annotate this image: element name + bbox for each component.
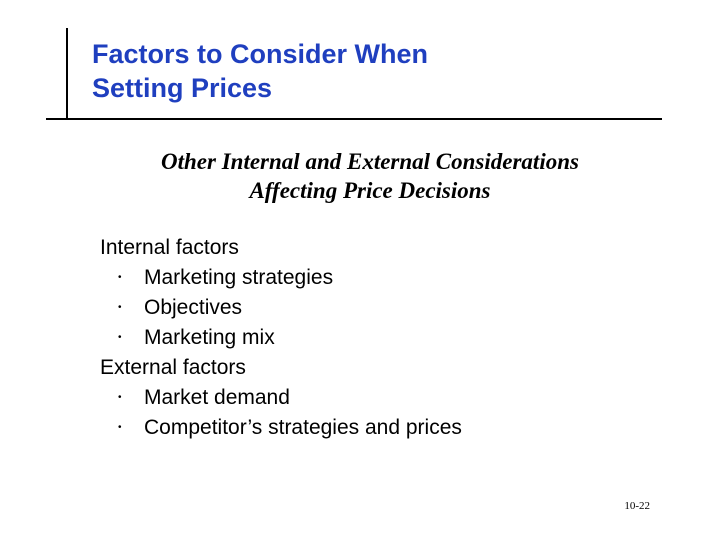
- section-heading: Internal factors: [100, 236, 640, 260]
- title-line-2: Setting Prices: [92, 72, 652, 106]
- slide-subtitle: Other Internal and External Consideratio…: [100, 148, 640, 206]
- subtitle-line-1: Other Internal and External Consideratio…: [100, 148, 640, 177]
- title-line-1: Factors to Consider When: [92, 38, 652, 72]
- title-rule-vertical: [66, 28, 68, 118]
- bullet-item: Marketing strategies: [100, 266, 640, 290]
- section-heading: External factors: [100, 356, 640, 380]
- slide-title: Factors to Consider When Setting Prices: [92, 38, 652, 106]
- page-number: 10-22: [624, 500, 650, 512]
- bullet-item: Competitor’s strategies and prices: [100, 416, 640, 440]
- subtitle-line-2: Affecting Price Decisions: [100, 177, 640, 206]
- bullet-item: Marketing mix: [100, 326, 640, 350]
- bullet-item: Market demand: [100, 386, 640, 410]
- title-rule-horizontal: [46, 118, 662, 120]
- bullet-item: Objectives: [100, 296, 640, 320]
- slide: Factors to Consider When Setting Prices …: [0, 0, 720, 540]
- slide-body: Internal factors Marketing strategies Ob…: [100, 236, 640, 446]
